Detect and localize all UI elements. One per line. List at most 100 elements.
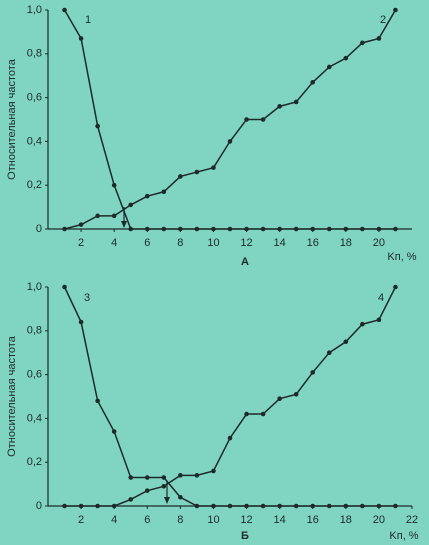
y-tick-label: 0,4 — [27, 135, 42, 147]
point — [343, 226, 349, 232]
point — [376, 503, 382, 509]
point — [293, 226, 299, 232]
x-tick-label: 20 — [373, 237, 385, 249]
series-line — [64, 9, 397, 230]
point — [62, 226, 67, 232]
point — [128, 475, 134, 480]
point — [343, 503, 349, 509]
point — [260, 503, 266, 509]
point — [360, 503, 365, 509]
point — [178, 494, 183, 500]
x-tick-label: 16 — [307, 514, 319, 526]
arrow-head — [121, 221, 127, 228]
point — [95, 398, 100, 404]
point — [95, 503, 100, 509]
series-label: 1 — [85, 14, 91, 26]
point — [244, 411, 249, 417]
point — [111, 503, 117, 509]
arrows — [121, 207, 170, 504]
point — [376, 317, 382, 323]
point — [260, 117, 266, 122]
point — [244, 226, 249, 232]
x-axis-label: Kп, % — [389, 530, 418, 542]
point — [260, 226, 266, 232]
point — [111, 429, 117, 434]
point — [111, 213, 117, 219]
x-tick-label: 10 — [207, 514, 219, 526]
point — [260, 411, 266, 417]
panel-label: Б — [241, 530, 249, 542]
point — [310, 226, 316, 232]
point — [95, 213, 100, 219]
point — [111, 182, 117, 188]
point — [376, 226, 382, 232]
point — [144, 226, 150, 232]
panel-label: А — [241, 256, 249, 268]
x-tick-label: 12 — [240, 514, 252, 526]
x-tick-label: 14 — [274, 514, 286, 526]
point — [293, 99, 299, 105]
point — [227, 139, 233, 144]
y-tick-label: 0,4 — [27, 412, 42, 424]
series-line — [63, 9, 396, 230]
y-tick-label: 0,2 — [27, 456, 42, 468]
point — [78, 503, 84, 509]
x-tick-label: 12 — [240, 237, 252, 249]
point — [227, 226, 233, 232]
point — [310, 79, 316, 85]
point — [360, 226, 365, 232]
y-axis-label: Относительная частота — [6, 335, 18, 457]
point — [277, 226, 282, 232]
x-tick-label: 20 — [373, 514, 385, 526]
point — [211, 468, 216, 474]
x-tick-label: 8 — [177, 514, 183, 526]
x-tick-label: 8 — [177, 237, 183, 249]
series-line — [63, 286, 396, 507]
x-tick-label: 16 — [307, 237, 319, 249]
x-tick-label: 22 — [406, 514, 418, 526]
point — [62, 503, 67, 509]
series-label: 4 — [378, 292, 384, 304]
y-tick-label: 0,6 — [27, 369, 42, 381]
point — [211, 503, 216, 509]
point — [393, 503, 398, 509]
point — [178, 473, 183, 478]
point — [393, 7, 398, 13]
point — [128, 202, 134, 208]
x-tick-label: 6 — [144, 237, 150, 249]
series-line — [64, 286, 397, 507]
y-tick-label: 0 — [36, 223, 42, 235]
point — [326, 350, 332, 356]
y-tick-label: 0,8 — [27, 325, 42, 337]
y-tick-label: 0,6 — [27, 92, 42, 104]
point — [376, 36, 382, 41]
y-tick-label: 1,0 — [27, 4, 42, 16]
x-tick-label: 10 — [207, 237, 219, 249]
x-tick-label: 6 — [144, 514, 150, 526]
point — [128, 226, 134, 232]
arrow-head — [164, 497, 170, 504]
point — [178, 226, 183, 232]
point — [244, 117, 249, 122]
point — [161, 226, 167, 232]
point — [277, 396, 282, 401]
point — [326, 64, 332, 70]
y-tick-label: 0,2 — [27, 179, 42, 191]
point — [227, 435, 233, 441]
x-tick-label: 4 — [111, 514, 117, 526]
point — [194, 169, 200, 175]
point — [310, 370, 316, 375]
point — [194, 226, 200, 232]
point — [393, 226, 398, 232]
point — [194, 503, 200, 509]
point — [211, 226, 216, 232]
point — [277, 104, 282, 109]
point — [178, 174, 183, 179]
point — [161, 483, 167, 489]
y-tick-label: 0 — [36, 500, 42, 512]
point — [78, 319, 84, 325]
point — [343, 55, 349, 61]
point — [360, 40, 365, 46]
y-axis-label: Относительная частота — [6, 58, 18, 180]
x-tick-label: 2 — [78, 514, 84, 526]
